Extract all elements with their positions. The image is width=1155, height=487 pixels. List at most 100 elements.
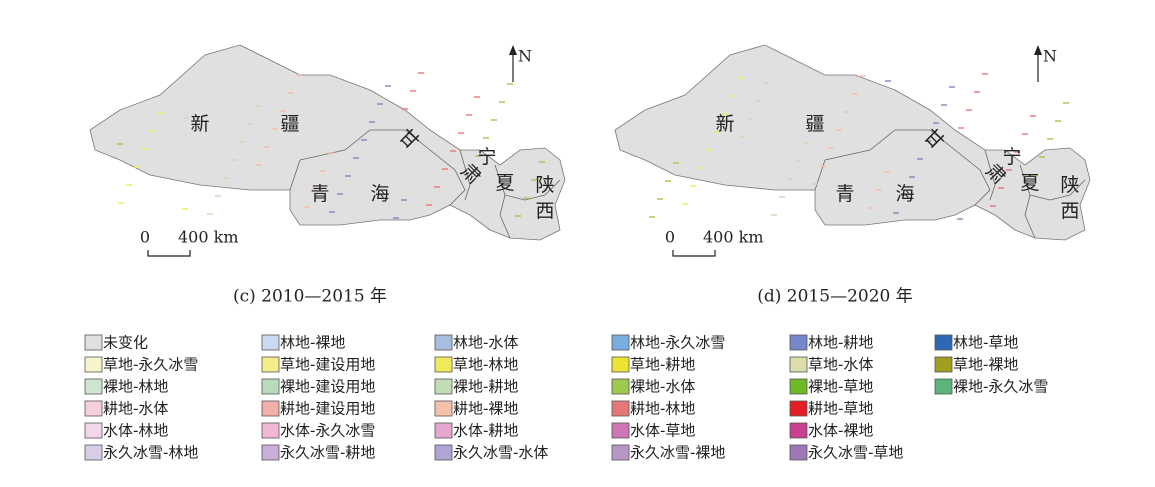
legend-label: 永久冰雪-水体 (453, 444, 548, 462)
change-patch (523, 197, 529, 199)
scale-end: 400 km (178, 228, 239, 247)
legend-label: 草地-林地 (453, 356, 518, 374)
legend-swatch (434, 400, 453, 417)
change-patch (320, 170, 326, 172)
legend-swatch (789, 356, 808, 373)
legend-label: 永久冰雪-草地 (808, 444, 903, 462)
north-label: N (1043, 47, 1057, 66)
change-patch (1014, 151, 1020, 153)
change-patch (475, 155, 481, 157)
change-patch (673, 162, 679, 164)
change-patch (722, 113, 728, 115)
change-patch (917, 158, 923, 160)
change-patch (1006, 169, 1012, 171)
legend-label: 水体-永久冰雪 (280, 422, 375, 440)
province-label: 宁 (1002, 146, 1021, 168)
change-patch (771, 214, 777, 216)
legend-swatch (434, 444, 453, 461)
legend-label: 水体-林地 (103, 422, 168, 440)
province-label: 陕 (1060, 174, 1079, 196)
change-patch (665, 180, 671, 182)
legend-swatch (434, 422, 453, 439)
change-patch (755, 100, 761, 102)
change-patch (312, 188, 318, 190)
legend-label: 草地-裸地 (953, 356, 1018, 374)
legend-swatch (261, 422, 280, 439)
province-border (459, 149, 471, 201)
change-patch (207, 213, 213, 215)
change-patch (649, 216, 655, 218)
change-patch (795, 160, 801, 162)
change-patch (982, 73, 988, 75)
change-patch (884, 171, 890, 173)
map-panel: 新疆青 海甘肃宁夏 陕西N0 400 km(d) 2015—2020 年 (614, 44, 1091, 307)
change-patch (393, 217, 399, 219)
region-outline (89, 44, 566, 241)
legend-swatch (611, 356, 630, 373)
province-label: 海 (895, 183, 914, 205)
change-patch (256, 164, 262, 166)
change-patch (974, 91, 980, 93)
change-patch (531, 179, 537, 181)
change-patch (499, 101, 505, 103)
change-patch (763, 82, 769, 84)
change-patch (345, 175, 351, 177)
legend-label: 水体-草地 (630, 422, 695, 440)
legend-label: 林地-水体 (453, 334, 518, 352)
change-patch (747, 118, 753, 120)
change-patch (158, 112, 164, 114)
legend-swatch (84, 444, 103, 461)
map-panel: 新疆青 海甘肃宁夏 陕西N0 400 km(c) 2010—2015 年 (89, 44, 566, 307)
change-patch (150, 130, 156, 132)
change-patch (1039, 156, 1045, 158)
province-label: 青 (310, 183, 329, 205)
legend-label: 裸地-草地 (808, 378, 873, 396)
change-patch (507, 83, 513, 85)
province-label: 宁 (477, 146, 496, 168)
legend-swatch (434, 378, 453, 395)
map-caption: (d) 2015—2020 年 (757, 287, 912, 307)
change-patch (958, 127, 964, 129)
change-patch (117, 143, 123, 145)
change-patch (885, 80, 891, 82)
province-border (1029, 179, 1086, 201)
change-patch (491, 119, 497, 121)
legend-swatch (611, 422, 630, 439)
legend-swatch (84, 334, 103, 351)
change-patch (255, 105, 261, 107)
legend-swatch (611, 444, 630, 461)
change-patch (820, 165, 826, 167)
change-patch (828, 147, 834, 149)
province-border (289, 159, 301, 191)
change-patch (361, 139, 367, 141)
legend-label: 永久冰雪-耕地 (280, 444, 375, 462)
change-patch (458, 132, 464, 134)
change-patch (844, 111, 850, 113)
legend-swatch (84, 400, 103, 417)
change-patch (868, 207, 874, 209)
legend-label: 耕地-林地 (630, 400, 695, 418)
legend-swatch (934, 334, 953, 351)
change-patch (893, 212, 899, 214)
change-patch (949, 86, 955, 88)
legend-label: 耕地-裸地 (453, 400, 518, 418)
legend-swatch (789, 378, 808, 395)
change-patch (714, 131, 720, 133)
change-patch (787, 178, 793, 180)
province-label: 海 (370, 183, 389, 205)
change-patch (329, 211, 335, 213)
change-patch (957, 218, 963, 220)
legend-label: 裸地-水体 (630, 378, 695, 396)
legend-swatch (789, 422, 808, 439)
legend-label: 耕地-建设用地 (280, 400, 375, 418)
change-patch (418, 72, 424, 74)
change-patch (247, 123, 253, 125)
change-patch (134, 166, 140, 168)
change-patch (239, 141, 245, 143)
scale-end: 400 km (703, 228, 764, 247)
province-label: 夏 (495, 172, 514, 194)
scale-bar (147, 250, 191, 257)
change-patch (426, 204, 432, 206)
change-patch (706, 149, 712, 151)
legend-swatch (611, 400, 630, 417)
